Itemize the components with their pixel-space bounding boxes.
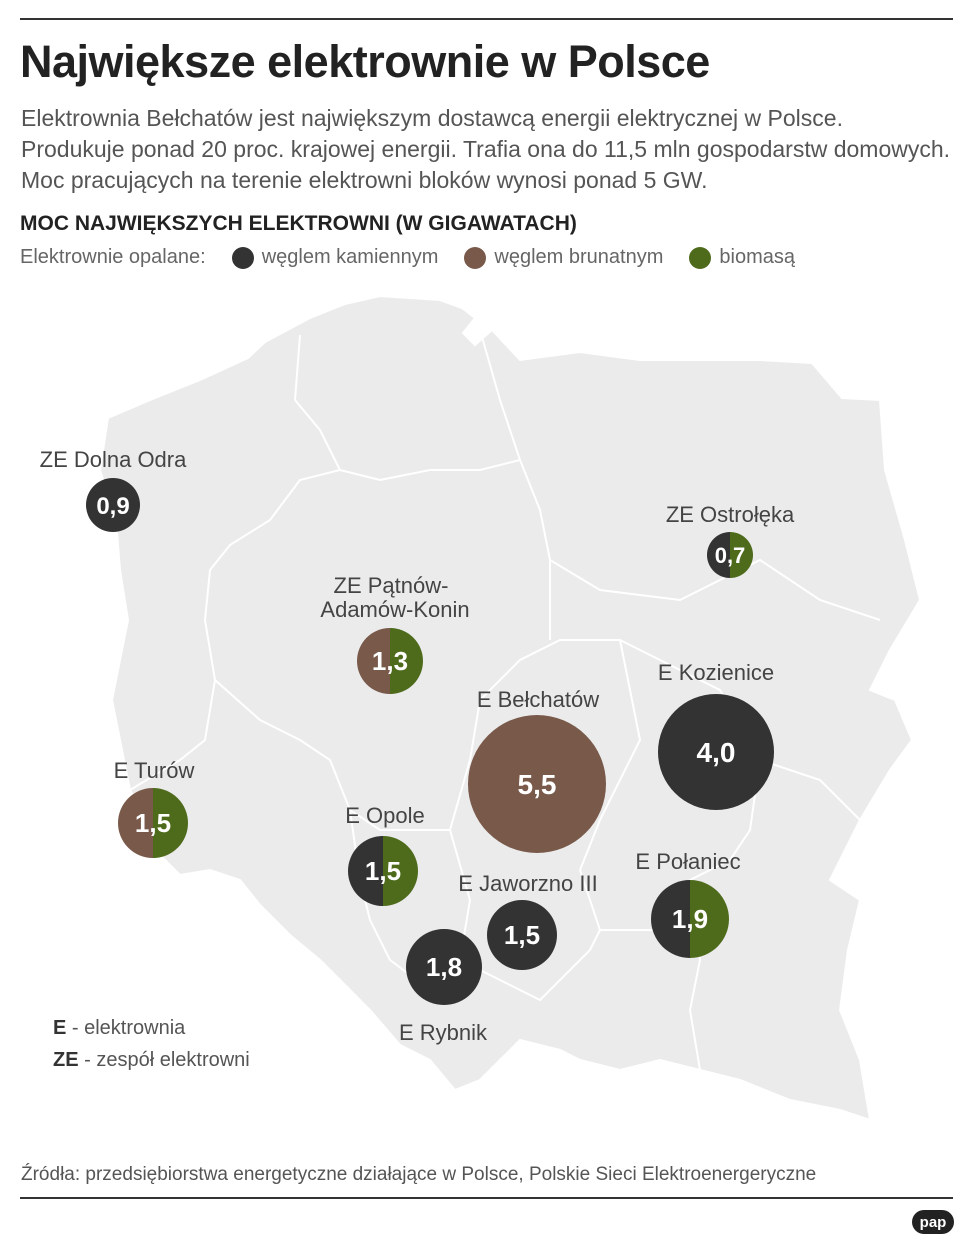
plant-circle-belchatow	[468, 715, 606, 853]
plant-label-opole: E Opole	[345, 803, 425, 828]
plant-value-dolna-odra: 0,9	[96, 493, 129, 520]
plant-value-rybnik: 1,8	[426, 952, 462, 982]
plant-circle-ostroleka-hard-coal	[707, 532, 730, 578]
pap-logo: pap	[912, 1210, 954, 1234]
plant-circle-jaworzno	[487, 900, 557, 970]
plant-circle-turow-lignite	[118, 788, 153, 858]
plant-circle-dolna-odra	[86, 478, 140, 532]
abbr-text: - zespół elektrowni	[78, 1049, 250, 1071]
abbr-text: - elektrownia	[66, 1017, 186, 1039]
plant-circle-ostroleka-biomass	[730, 532, 753, 578]
plant-label-dolna-odra: ZE Dolna Odra	[40, 447, 187, 472]
legend-swatch-lignite	[464, 246, 487, 269]
plant-value-opole: 1,5	[365, 856, 401, 886]
page-title: Największe elektrownie w Polsce	[20, 36, 710, 87]
plant-value-jaworzno: 1,5	[504, 920, 540, 950]
legend-swatch-hard-coal	[231, 246, 254, 269]
plant-label-jaworzno: E Jaworzno III	[458, 871, 597, 896]
chart-subtitle: MOC NAJWIĘKSZYCH ELEKTROWNI (W GIGAWATAC…	[20, 212, 577, 235]
abbr-code: E	[53, 1017, 67, 1039]
legend-swatch-biomass	[689, 246, 712, 269]
bottom-rule	[20, 1197, 953, 1199]
plant-circle-opole-biomass	[383, 836, 418, 906]
plant-value-kozienice: 4,0	[697, 737, 736, 768]
plant-circle-patnow-biomass	[390, 628, 423, 694]
plant-value-belchatow: 5,5	[518, 769, 557, 800]
plant-circle-turow-biomass	[153, 788, 188, 858]
plant-label-kozienice: E Kozienice	[658, 660, 774, 685]
abbr-ze: ZE - zespół elektrowni	[53, 1049, 250, 1072]
plant-value-turow: 1,5	[135, 808, 171, 838]
top-rule	[20, 18, 953, 20]
plant-label-patnow: ZE Pątnów-Adamów-Konin	[320, 573, 469, 622]
plant-circle-opole-hard-coal	[348, 836, 383, 906]
plant-label-belchatow: E Bełchatów	[477, 687, 599, 712]
legend-label: Elektrownie opalane:	[20, 246, 206, 268]
plant-label-ostroleka: ZE Ostrołęka	[666, 502, 795, 527]
plant-circle-polaniec-hard-coal	[651, 880, 690, 958]
plant-value-ostroleka: 0,7	[715, 543, 746, 568]
plant-value-polaniec: 1,9	[672, 904, 708, 934]
fuel-legend: Elektrownie opalane: węglem kamiennym wę…	[20, 246, 795, 269]
plant-circle-patnow-lignite	[357, 628, 390, 694]
plant-label-rybnik: E Rybnik	[399, 1020, 488, 1045]
plant-label-polaniec: E Połaniec	[635, 849, 740, 874]
plant-circle-kozienice	[658, 694, 774, 810]
legend-item-hard-coal: węglem kamiennym	[261, 246, 439, 268]
legend-item-lignite: węglem brunatnym	[494, 246, 664, 268]
poland-map: ZE Dolna Odra 0,9 ZE Ostrołęka 0,7 ZE Pą…	[40, 294, 922, 1122]
plant-value-patnow: 1,3	[372, 646, 408, 676]
legend-item-biomass: biomasą	[719, 246, 795, 268]
abbr-code: ZE	[53, 1049, 79, 1071]
intro-text: Elektrownia Bełchatów jest największym d…	[21, 105, 951, 193]
plant-circle-rybnik	[406, 929, 482, 1005]
plant-circle-polaniec-biomass	[690, 880, 729, 958]
abbr-e: E - elektrownia	[53, 1017, 185, 1040]
source-note: Źródła: przedsiębiorstwa energetyczne dz…	[21, 1164, 817, 1185]
plant-label-turow: E Turów	[114, 758, 195, 783]
